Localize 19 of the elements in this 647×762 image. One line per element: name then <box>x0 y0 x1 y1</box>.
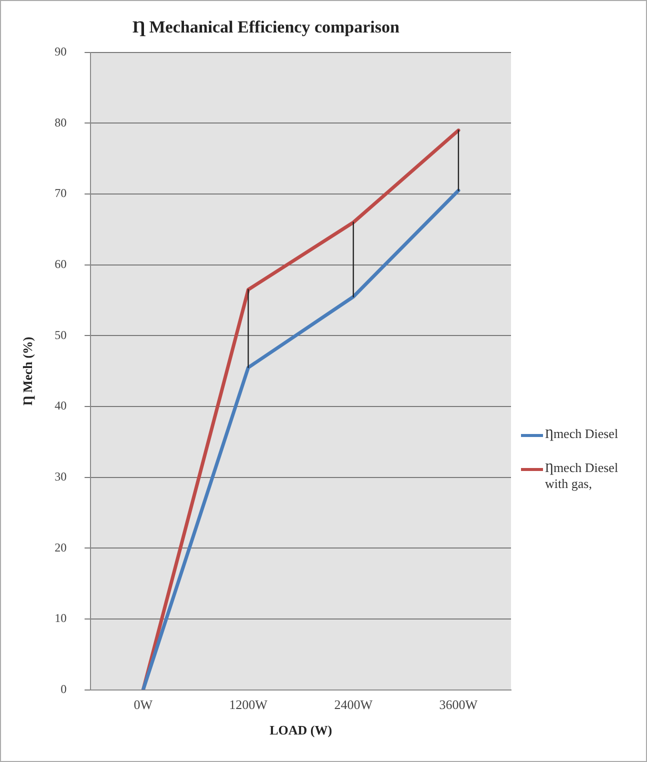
x-tick-label: 2400W <box>334 697 374 712</box>
y-axis-title: Ƞ Mech (%) <box>20 336 36 406</box>
x-tick-label: 0W <box>134 697 154 712</box>
y-tick-label: 30 <box>54 469 67 484</box>
y-tick-label: 20 <box>54 540 67 554</box>
y-tick-label: 60 <box>54 257 67 272</box>
y-tick-label: 70 <box>54 186 67 200</box>
y-tick-label: 10 <box>54 611 67 626</box>
x-tick-label: 1200W <box>229 697 268 712</box>
y-tick-label: 40 <box>54 398 67 413</box>
legend-label: Ƞmech Diesel with gas, <box>545 460 620 492</box>
chart-title: Ƞ Mechanical Efficiency comparison <box>132 18 400 37</box>
x-tick-label: 3600W <box>439 697 478 712</box>
x-axis-title: LOAD (W) <box>270 722 332 738</box>
y-tick-label: 90 <box>54 44 67 59</box>
y-tick-label: 0 <box>60 682 67 696</box>
y-tick-label: 80 <box>54 115 67 130</box>
y-tick-label: 50 <box>54 328 67 342</box>
legend-label: Ƞmech Diesel <box>545 426 618 442</box>
